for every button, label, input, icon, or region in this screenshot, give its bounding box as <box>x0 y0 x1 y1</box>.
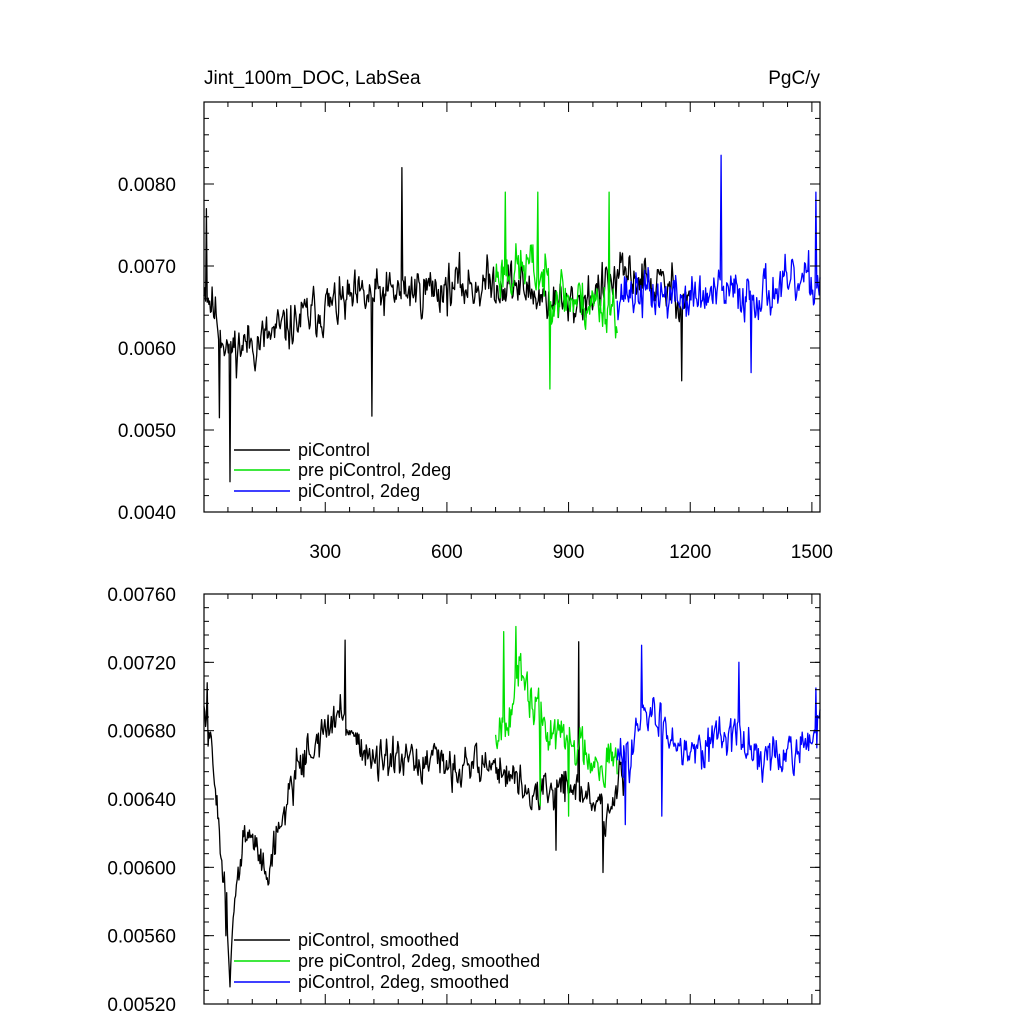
top-series-line-2 <box>494 191 618 390</box>
bottom-panel: 0.00520 0.00560 0.00600 0.00640 0.00680 0.007… <box>107 585 821 1016</box>
bottom-y-tick-label: 0.00520 <box>107 995 176 1016</box>
top-series-line-3 <box>616 154 821 374</box>
top-x-tick-label: 600 <box>431 542 463 563</box>
top-title-right: PgC/y <box>768 68 820 89</box>
top-legend-label-1: piControl <box>298 440 370 460</box>
top-x-tick-label: 1200 <box>669 542 711 563</box>
top-y-tick-label: 0.0040 <box>118 503 176 524</box>
bottom-plot-frame <box>203 593 821 1005</box>
top-x-tick-label: 300 <box>309 542 341 563</box>
top-plot-frame <box>203 101 821 513</box>
bottom-y-tick-label: 0.00640 <box>107 790 176 811</box>
bottom-y-tick-label: 0.00600 <box>107 858 176 879</box>
bottom-legend-label-2: pre piControl, 2deg, smoothed <box>298 951 540 971</box>
top-title-left: Jint_100m_DOC, LabSea <box>204 68 421 89</box>
top-series-group <box>203 154 821 483</box>
top-ticks-group: 0.0040 0.0050 0.0060 0.0070 0.0080 300 600 900 1… <box>118 101 833 563</box>
bottom-y-tick-label: 0.00720 <box>107 653 176 674</box>
top-legend-label-3: piControl, 2deg <box>298 481 420 501</box>
bottom-y-tick-label: 0.00680 <box>107 722 176 743</box>
top-x-tick-label: 900 <box>553 542 585 563</box>
bottom-y-tick-label: 0.00560 <box>107 927 176 948</box>
top-y-tick-label: 0.0080 <box>118 175 176 196</box>
top-legend-label-2: pre piControl, 2deg <box>298 460 451 480</box>
top-legend: piControl pre piControl, 2deg piControl,… <box>234 440 451 501</box>
bottom-legend: piControl, smoothed pre piControl, 2deg,… <box>234 930 540 992</box>
bottom-series-group <box>203 625 821 988</box>
bottom-legend-label-3: piControl, 2deg, smoothed <box>298 972 509 992</box>
top-y-tick-label: 0.0060 <box>118 339 176 360</box>
bottom-series-line-1 <box>203 639 626 988</box>
bottom-series-line-3 <box>616 644 821 826</box>
top-y-tick-label: 0.0070 <box>118 257 176 278</box>
top-panel: Jint_100m_DOC, LabSea PgC/y 0.0040 0.0050… <box>118 68 833 563</box>
top-y-tick-label: 0.0050 <box>118 421 176 442</box>
bottom-y-tick-label: 0.00760 <box>107 585 176 606</box>
bottom-series-line-2 <box>494 625 618 817</box>
top-x-tick-label: 1500 <box>791 542 833 563</box>
bottom-legend-label-1: piControl, smoothed <box>298 930 459 950</box>
